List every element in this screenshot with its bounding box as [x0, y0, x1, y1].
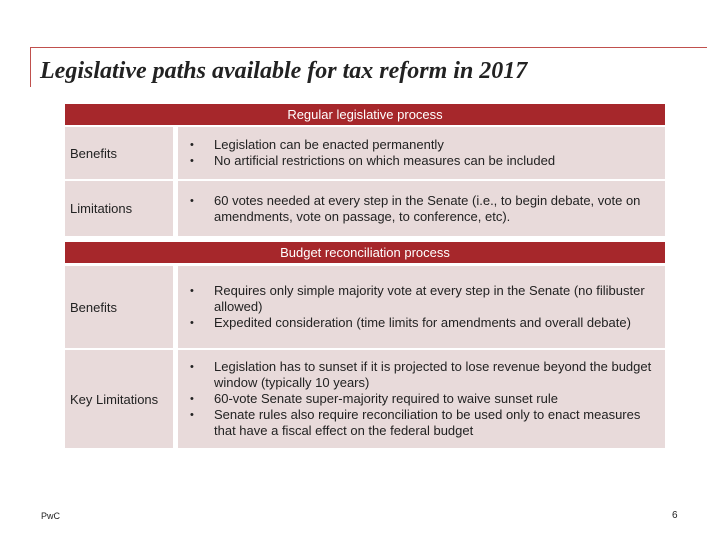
section-header-reconciliation: Budget reconciliation process	[65, 242, 665, 263]
row-label: Benefits	[65, 266, 173, 348]
page-number: 6	[672, 510, 678, 521]
bullet-list: Requires only simple majority vote at ev…	[188, 283, 661, 331]
bullet-item: 60-vote Senate super-majority required t…	[188, 391, 661, 407]
row-divider	[65, 348, 665, 350]
bullet-item: Requires only simple majority vote at ev…	[188, 283, 661, 315]
row-divider	[65, 179, 665, 181]
bullet-item: 60 votes needed at every step in the Sen…	[188, 193, 661, 225]
table-row-regular-limitations: Limitations 60 votes needed at every ste…	[65, 181, 665, 236]
bullet-item: Legislation has to sunset if it is proje…	[188, 359, 661, 391]
bullet-list: Legislation can be enacted permanently N…	[188, 137, 661, 169]
footer-brand: PwC	[41, 511, 61, 521]
section-header-regular: Regular legislative process	[65, 104, 665, 125]
row-content: 60 votes needed at every step in the Sen…	[178, 181, 665, 236]
table-row-reconciliation-key-limitations: Key Limitations Legislation has to sunse…	[65, 350, 665, 448]
bullet-list: 60 votes needed at every step in the Sen…	[188, 193, 661, 225]
table-row-reconciliation-benefits: Benefits Requires only simple majority v…	[65, 266, 665, 348]
row-content: Legislation can be enacted permanently N…	[178, 127, 665, 179]
bullet-list: Legislation has to sunset if it is proje…	[188, 359, 661, 439]
bullet-item: Senate rules also require reconciliation…	[188, 407, 661, 439]
row-label: Key Limitations	[65, 350, 173, 448]
bullet-item: Expedited consideration (time limits for…	[188, 315, 661, 331]
table-row-regular-benefits: Benefits Legislation can be enacted perm…	[65, 127, 665, 179]
slide-title: Legislative paths available for tax refo…	[40, 58, 528, 84]
title-rule	[30, 47, 707, 48]
row-content: Requires only simple majority vote at ev…	[178, 266, 665, 348]
bullet-item: No artificial restrictions on which meas…	[188, 153, 661, 169]
bullet-item: Legislation can be enacted permanently	[188, 137, 661, 153]
row-label: Limitations	[65, 181, 173, 236]
title-rule-left	[30, 47, 31, 87]
row-label: Benefits	[65, 127, 173, 179]
row-content: Legislation has to sunset if it is proje…	[178, 350, 665, 448]
